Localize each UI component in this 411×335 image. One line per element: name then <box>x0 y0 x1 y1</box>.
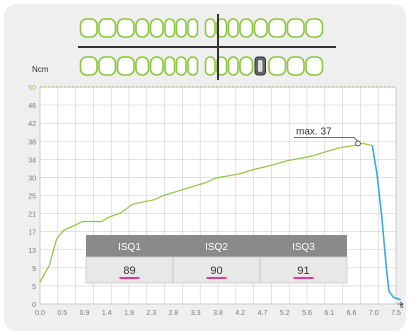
tooth-highlighted-inner <box>258 60 263 72</box>
upper-tooth <box>305 18 324 38</box>
isq-header-3: ISQ3 <box>292 242 315 253</box>
y-tick-label: 0 <box>32 302 36 309</box>
upper-tooth <box>268 18 287 38</box>
lower-tooth <box>149 56 164 76</box>
max-marker <box>355 140 361 147</box>
isq-value-2: 90 <box>210 265 222 277</box>
y-tick-label: 46 <box>28 103 36 110</box>
torque-series-line <box>39 142 373 283</box>
x-tick-label: 7.5 <box>391 310 401 317</box>
lower-tooth <box>135 56 150 76</box>
isq-header-2: ISQ2 <box>205 242 228 253</box>
upper-tooth <box>227 18 239 38</box>
x-tick-label: 6.6 <box>347 310 357 317</box>
x-tick-label: 1.4 <box>102 310 112 317</box>
x-tick-label: 4.2 <box>235 310 245 317</box>
y-axis-label: Ncm <box>32 65 49 74</box>
lower-tooth <box>116 56 135 76</box>
x-tick-label: 0.5 <box>57 310 67 317</box>
x-tick-label: 1.9 <box>124 310 134 317</box>
isq-value-1: 89 <box>123 265 135 277</box>
y-tick-label: 17 <box>28 230 36 237</box>
y-tick-label: 5 <box>32 284 36 291</box>
lower-tooth <box>175 56 187 76</box>
upper-tooth <box>149 18 164 38</box>
y-tick-label: 25 <box>28 194 36 201</box>
upper-tooth <box>135 18 150 38</box>
upper-tooth <box>175 18 187 38</box>
y-tick-label: 50 <box>28 85 36 92</box>
x-tick-label: 0.9 <box>80 310 90 317</box>
isq-table-header <box>86 235 347 257</box>
upper-tooth <box>116 18 135 38</box>
release-series-line <box>371 145 401 301</box>
max-annotation-label: max. 37 <box>296 126 332 137</box>
lower-tooth <box>187 56 199 76</box>
x-tick-label: 5.6 <box>302 310 312 317</box>
lower-tooth <box>227 56 239 76</box>
upper-tooth <box>98 18 117 38</box>
x-tick-label: 4.7 <box>258 310 268 317</box>
lower-tooth <box>268 56 287 76</box>
x-tick-label: 2.8 <box>169 310 179 317</box>
isq-table: ISQ1 ISQ2 ISQ3 89 90 91 <box>85 235 348 284</box>
x-tick-label: 5.2 <box>280 310 290 317</box>
isq-value-3: 91 <box>297 265 309 277</box>
x-tick-label: 3.3 <box>191 310 201 317</box>
upper-tooth <box>79 18 98 38</box>
x-tick-label: 2.3 <box>146 310 156 317</box>
lower-tooth <box>305 56 324 76</box>
x-tick-label: 6.1 <box>324 310 334 317</box>
x-axis-arrow <box>397 301 404 307</box>
upper-tooth <box>187 18 199 38</box>
y-tick-label: 30 <box>28 175 36 182</box>
y-tick-label: 13 <box>28 248 36 255</box>
upper-tooth <box>164 18 176 38</box>
lower-tooth <box>239 56 254 76</box>
upper-tooth <box>286 18 305 38</box>
chart-panel: 0 5 9 13 17 21 25 30 34 38 42 46 50 0.0 0.5 0.9 1.4 1.9 2.… <box>4 4 406 331</box>
lower-tooth <box>79 56 98 76</box>
lower-tooth <box>164 56 176 76</box>
upper-tooth <box>239 18 254 38</box>
upper-tooth <box>204 18 216 38</box>
lower-tooth <box>204 56 216 76</box>
lower-tooth <box>286 56 305 76</box>
y-tick-label: 38 <box>28 139 36 146</box>
x-tick-label: 0.0 <box>35 310 45 317</box>
y-tick-label: 21 <box>28 212 36 219</box>
x-tick-label: 3.8 <box>213 310 223 317</box>
x-axis-label: s <box>400 303 404 310</box>
isq-header-1: ISQ1 <box>118 242 141 253</box>
y-tick-label: 42 <box>28 121 36 128</box>
y-tick-label: 34 <box>28 157 36 164</box>
max-leader-tick <box>353 137 359 142</box>
torque-chart: 0 5 9 13 17 21 25 30 34 38 42 46 50 0.0 0.5 0.9 1.4 1.9 2.… <box>28 14 404 317</box>
upper-tooth <box>253 18 268 38</box>
lower-tooth <box>98 56 117 76</box>
y-tick-label: 9 <box>32 266 36 273</box>
teeth-chart <box>78 14 336 80</box>
x-tick-label: 7.0 <box>369 310 379 317</box>
